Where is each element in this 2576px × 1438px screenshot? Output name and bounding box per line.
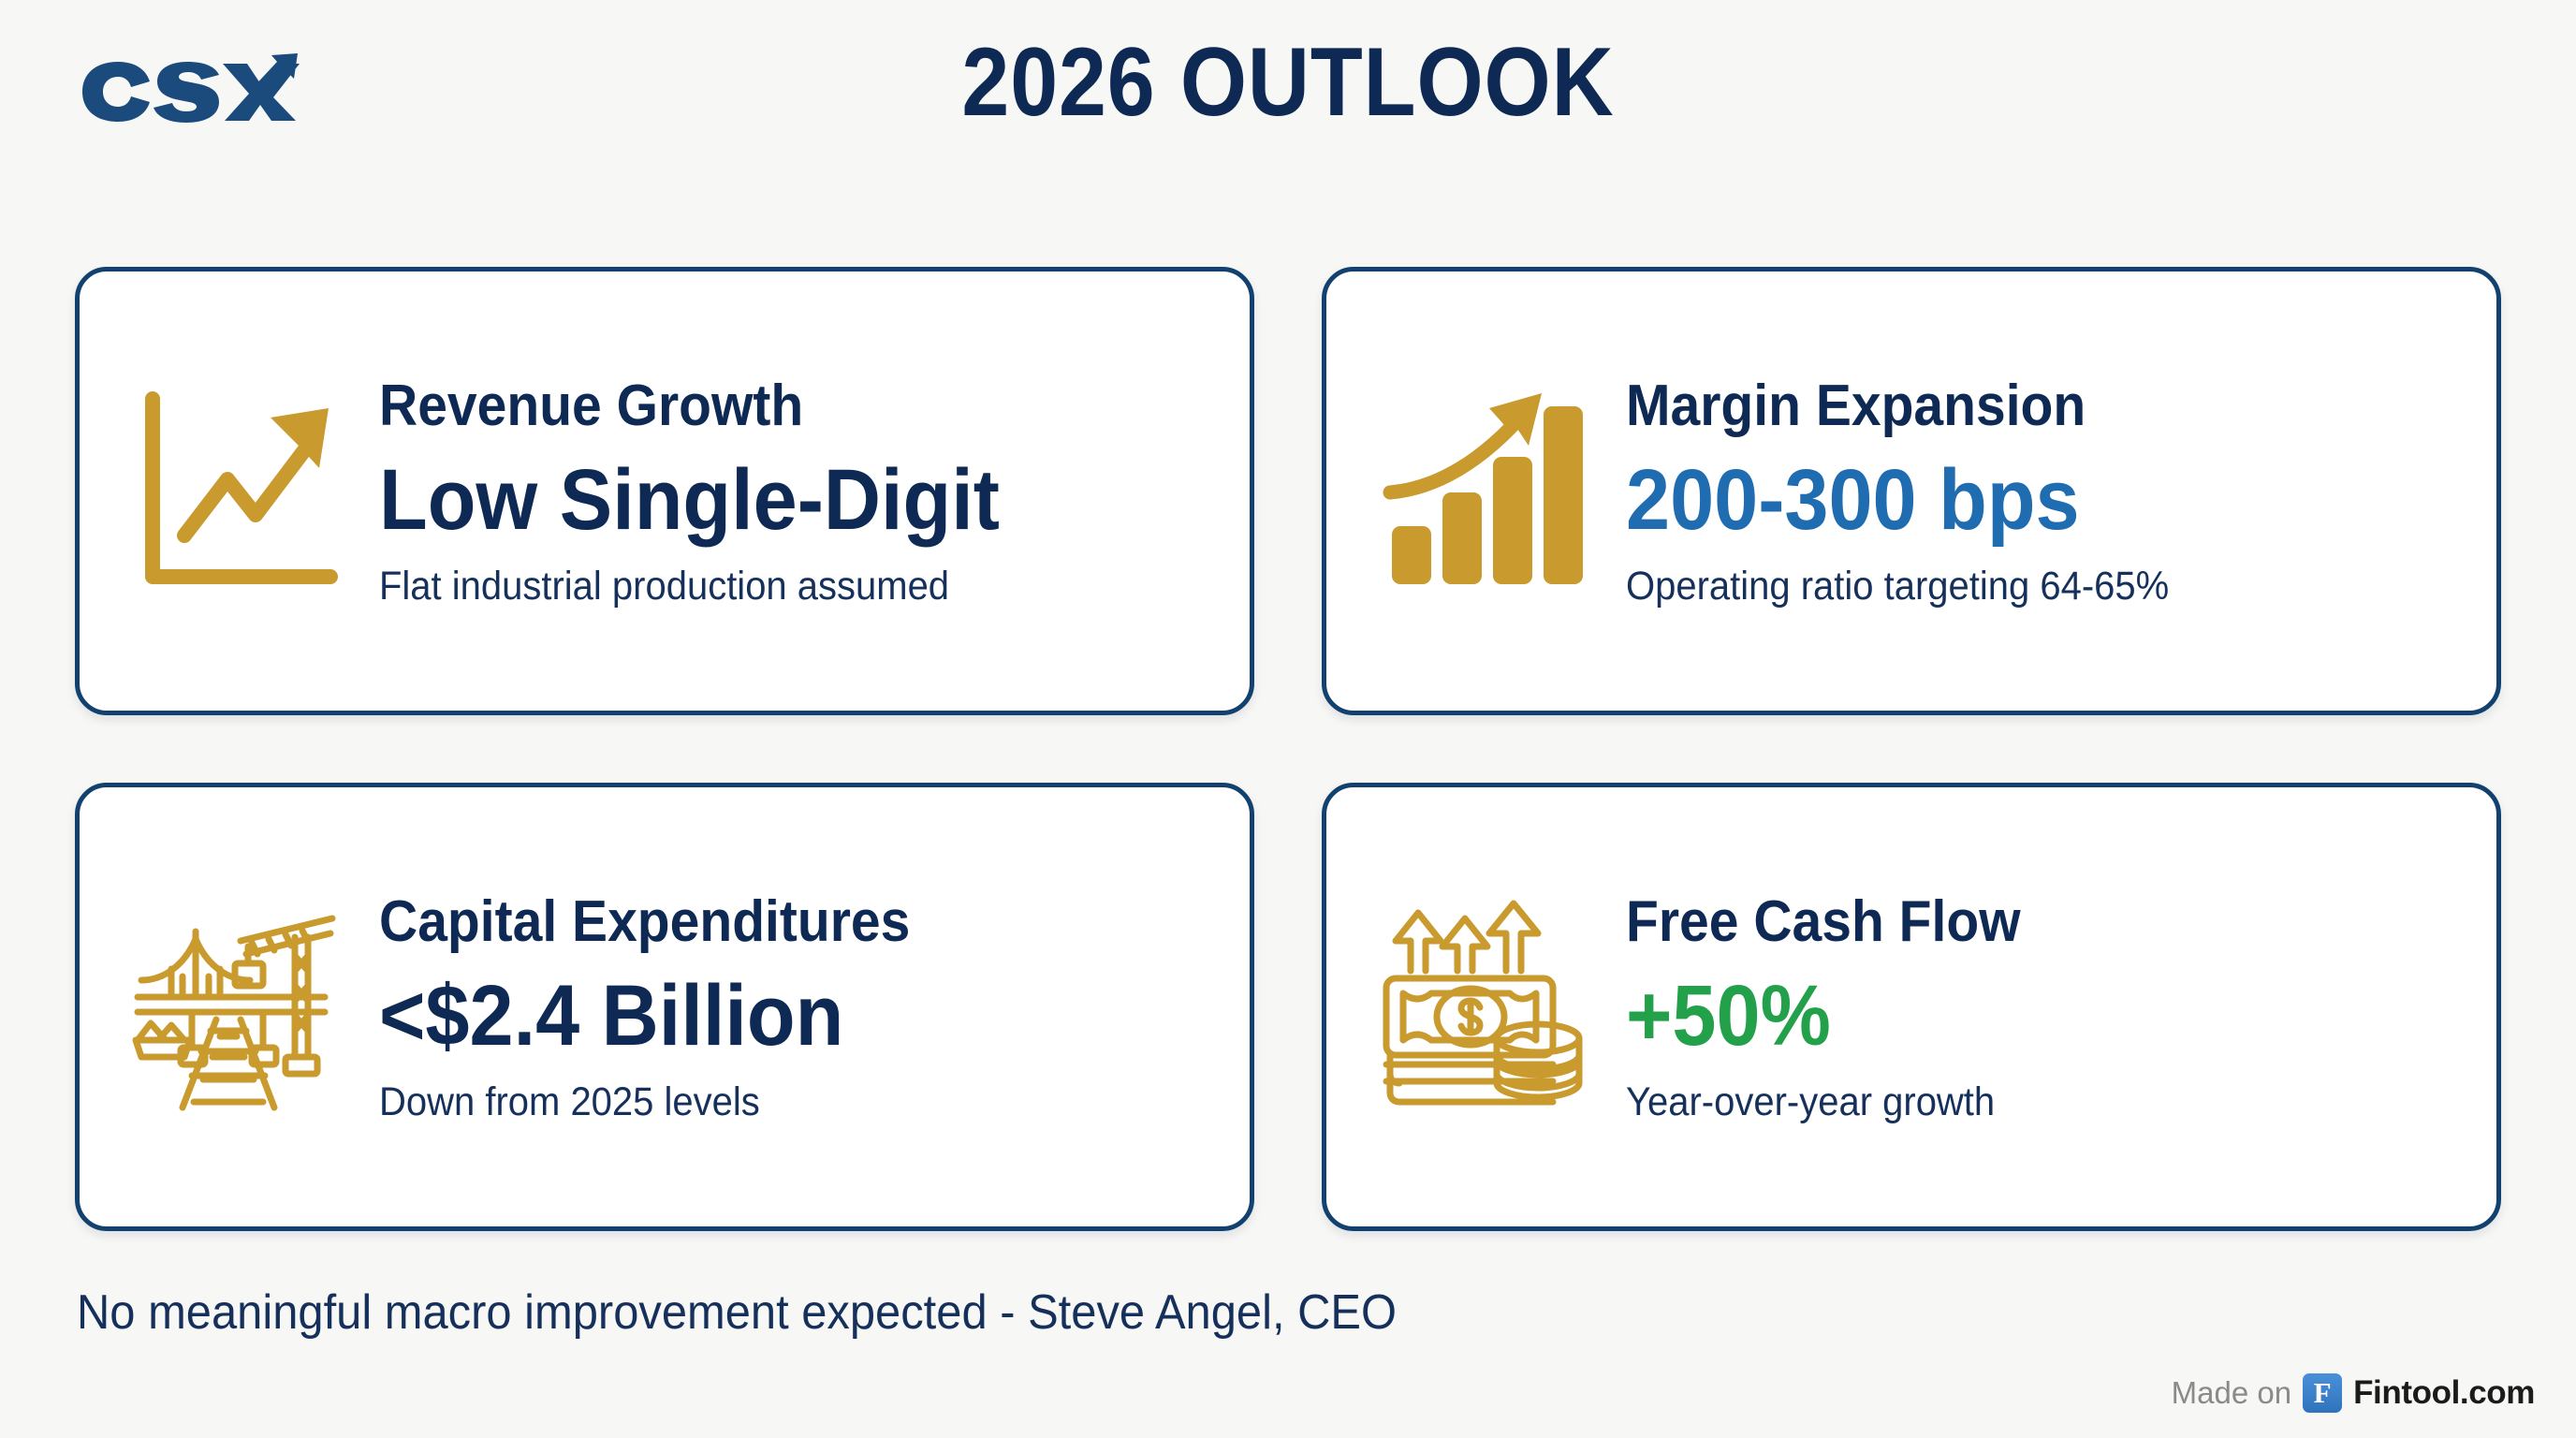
card-body: Capital Expenditures <$2.4 Billion Down … [379, 888, 1207, 1126]
footer-quote: No meaningful macro improvement expected… [77, 1285, 1398, 1340]
made-on-label: Made on [2171, 1375, 2292, 1410]
fintool-name: Fintool.com [2353, 1374, 2535, 1411]
card-subtitle: Operating ratio targeting 64-65% [1626, 563, 2170, 609]
card-title: Revenue Growth [379, 373, 804, 438]
card-revenue-growth[interactable]: Revenue Growth Low Single-Digit Flat ind… [75, 267, 1254, 715]
card-value: 200-300 bps [1626, 452, 2080, 548]
csx-logo [77, 49, 311, 129]
fintool-logo-icon: F [2303, 1373, 2343, 1413]
rail-infrastructure-icon [121, 890, 355, 1124]
page-title: 2026 OUTLOOK [961, 28, 1615, 137]
card-value: +50% [1626, 968, 1831, 1064]
card-body: Free Cash Flow +50% Year-over-year growt… [1626, 888, 2453, 1126]
outlook-card-grid: Revenue Growth Low Single-Digit Flat ind… [75, 267, 2501, 1231]
card-value: Low Single-Digit [379, 452, 1000, 548]
card-body: Revenue Growth Low Single-Digit Flat ind… [379, 372, 1207, 610]
card-capital-expenditures[interactable]: Capital Expenditures <$2.4 Billion Down … [75, 783, 1254, 1231]
card-body: Margin Expansion 200-300 bps Operating r… [1626, 372, 2453, 610]
card-free-cash-flow[interactable]: Free Cash Flow +50% Year-over-year growt… [1322, 783, 2501, 1231]
card-subtitle: Flat industrial production assumed [379, 563, 950, 609]
card-title: Margin Expansion [1626, 373, 2086, 438]
page-header: 2026 OUTLOOK [0, 0, 2576, 165]
card-subtitle: Down from 2025 levels [379, 1078, 760, 1124]
made-on-fintool-badge[interactable]: Made on F Fintool.com [2172, 1371, 2535, 1416]
line-chart-up-icon [121, 374, 355, 609]
cash-flow-icon [1368, 890, 1602, 1124]
card-title: Free Cash Flow [1626, 888, 2021, 954]
bar-chart-growth-icon [1368, 374, 1602, 609]
card-subtitle: Year-over-year growth [1626, 1078, 1996, 1124]
card-value: <$2.4 Billion [379, 968, 844, 1064]
card-title: Capital Expenditures [379, 888, 911, 954]
card-margin-expansion[interactable]: Margin Expansion 200-300 bps Operating r… [1322, 267, 2501, 715]
